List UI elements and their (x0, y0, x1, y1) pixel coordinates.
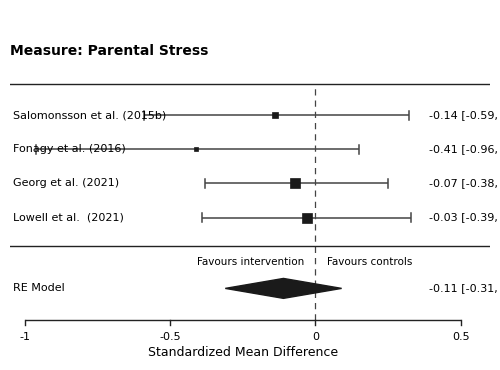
Polygon shape (226, 279, 342, 298)
Text: 0.5: 0.5 (452, 332, 469, 342)
Text: -0.5: -0.5 (159, 332, 181, 342)
Text: Standardized Mean Difference: Standardized Mean Difference (148, 346, 338, 359)
Text: -0.11 [-0.31, 0.09]: -0.11 [-0.31, 0.09] (429, 283, 500, 293)
Text: -1: -1 (19, 332, 30, 342)
Text: Measure: Parental Stress: Measure: Parental Stress (10, 44, 208, 57)
Text: Georg et al. (2021): Georg et al. (2021) (13, 178, 119, 188)
Text: Lowell et al.  (2021): Lowell et al. (2021) (13, 212, 124, 223)
Text: RE Model: RE Model (13, 283, 64, 293)
Text: -0.14 [-0.59, 0.32]: -0.14 [-0.59, 0.32] (429, 110, 500, 120)
Text: -0.07 [-0.38, 0.25]: -0.07 [-0.38, 0.25] (429, 178, 500, 188)
Text: Favours controls: Favours controls (327, 257, 412, 267)
Text: 0: 0 (312, 332, 319, 342)
Text: -0.03 [-0.39, 0.33]: -0.03 [-0.39, 0.33] (429, 212, 500, 223)
Text: Salomonsson et al. (2015b): Salomonsson et al. (2015b) (13, 110, 166, 120)
Text: Favours intervention: Favours intervention (196, 257, 304, 267)
Text: -0.41 [-0.96, 0.15]: -0.41 [-0.96, 0.15] (429, 144, 500, 154)
Text: Fonagy et al. (2016): Fonagy et al. (2016) (13, 144, 126, 154)
